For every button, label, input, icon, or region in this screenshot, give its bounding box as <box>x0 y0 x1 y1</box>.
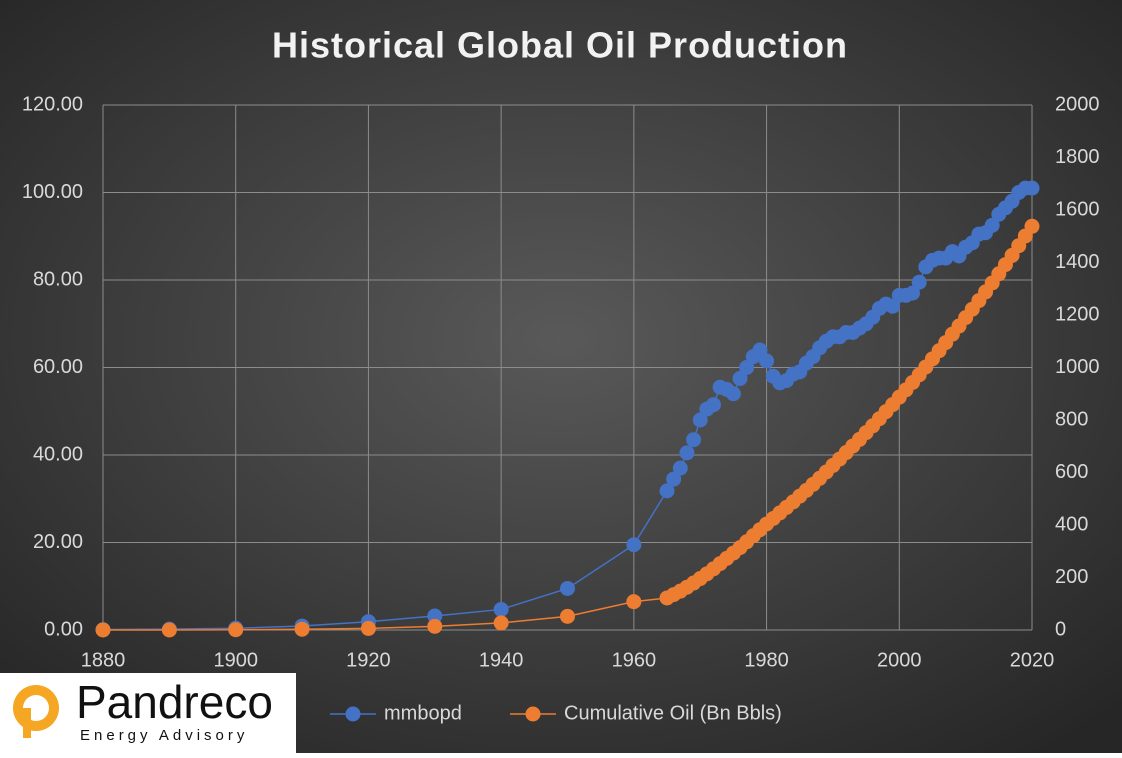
x-tick-label: 2020 <box>1010 649 1055 671</box>
data-point <box>626 594 642 610</box>
data-point <box>692 412 708 428</box>
data-point <box>725 386 741 402</box>
x-tick-label: 1920 <box>346 649 391 671</box>
y2-tick-label: 600 <box>1055 461 1088 483</box>
logo-tagline: Energy Advisory <box>80 727 248 744</box>
legend-marker <box>525 706 541 722</box>
logo: Pandreco Energy Advisory <box>0 673 296 753</box>
data-point <box>911 274 927 290</box>
data-point <box>95 622 111 638</box>
y2-tick-label: 400 <box>1055 513 1088 535</box>
y-tick-label: 60.00 <box>33 356 83 378</box>
plot <box>95 180 1040 638</box>
y-tick-label: 100.00 <box>22 181 83 203</box>
y-tick-label: 0.00 <box>44 618 83 640</box>
data-point <box>672 460 688 476</box>
y-tick-label: 120.00 <box>22 93 83 115</box>
legend: mmbopd Cumulative Oil (Bn Bbls) <box>330 702 782 724</box>
data-point <box>1024 218 1040 234</box>
legend-label: mmbopd <box>384 702 462 724</box>
data-point <box>1024 180 1040 196</box>
x-tick-label: 1960 <box>612 649 657 671</box>
data-point <box>360 620 376 636</box>
legend-marker <box>345 706 361 722</box>
x-tick-label: 1980 <box>744 649 789 671</box>
data-point <box>560 608 575 624</box>
data-point <box>732 370 748 386</box>
y2-tick-label: 200 <box>1055 566 1088 588</box>
data-point <box>759 353 775 369</box>
y2-tick-label: 1000 <box>1055 356 1100 378</box>
data-point <box>427 618 443 634</box>
data-point <box>705 397 721 413</box>
y2-tick-label: 1400 <box>1055 251 1100 273</box>
y2-tick-label: 1200 <box>1055 303 1100 325</box>
data-point <box>626 537 642 553</box>
y2-tick-label: 2000 <box>1055 93 1100 115</box>
data-point <box>984 217 1000 233</box>
logo-icon-stem <box>23 708 31 738</box>
x-tick-label: 1940 <box>479 649 524 671</box>
data-point <box>679 445 695 461</box>
data-point <box>752 342 768 358</box>
data-point <box>493 601 509 617</box>
data-point <box>493 615 509 631</box>
y2-tick-label: 1600 <box>1055 198 1100 220</box>
data-point <box>228 622 244 638</box>
data-point <box>560 580 575 596</box>
data-point <box>686 432 702 448</box>
chart-title: Historical Global Oil Production <box>272 25 848 66</box>
data-point <box>659 483 675 499</box>
y-tick-label: 80.00 <box>33 268 83 290</box>
data-point <box>161 622 177 638</box>
x-tick-label: 2000 <box>877 649 922 671</box>
data-point <box>666 471 682 487</box>
legend-label: Cumulative Oil (Bn Bbls) <box>564 702 782 724</box>
y2-tick-label: 800 <box>1055 408 1088 430</box>
logo-name: Pandreco <box>76 676 273 728</box>
data-point <box>885 298 901 314</box>
y-tick-label: 40.00 <box>33 443 83 465</box>
y2-tick-label: 0 <box>1055 618 1066 640</box>
y-tick-label: 20.00 <box>33 531 83 553</box>
data-point <box>739 360 755 375</box>
data-point <box>905 285 921 301</box>
data-point <box>294 621 310 637</box>
x-tick-label: 1880 <box>81 649 126 671</box>
x-tick-label: 1900 <box>213 649 258 671</box>
data-point <box>427 608 443 624</box>
y2-tick-label: 1800 <box>1055 146 1100 168</box>
